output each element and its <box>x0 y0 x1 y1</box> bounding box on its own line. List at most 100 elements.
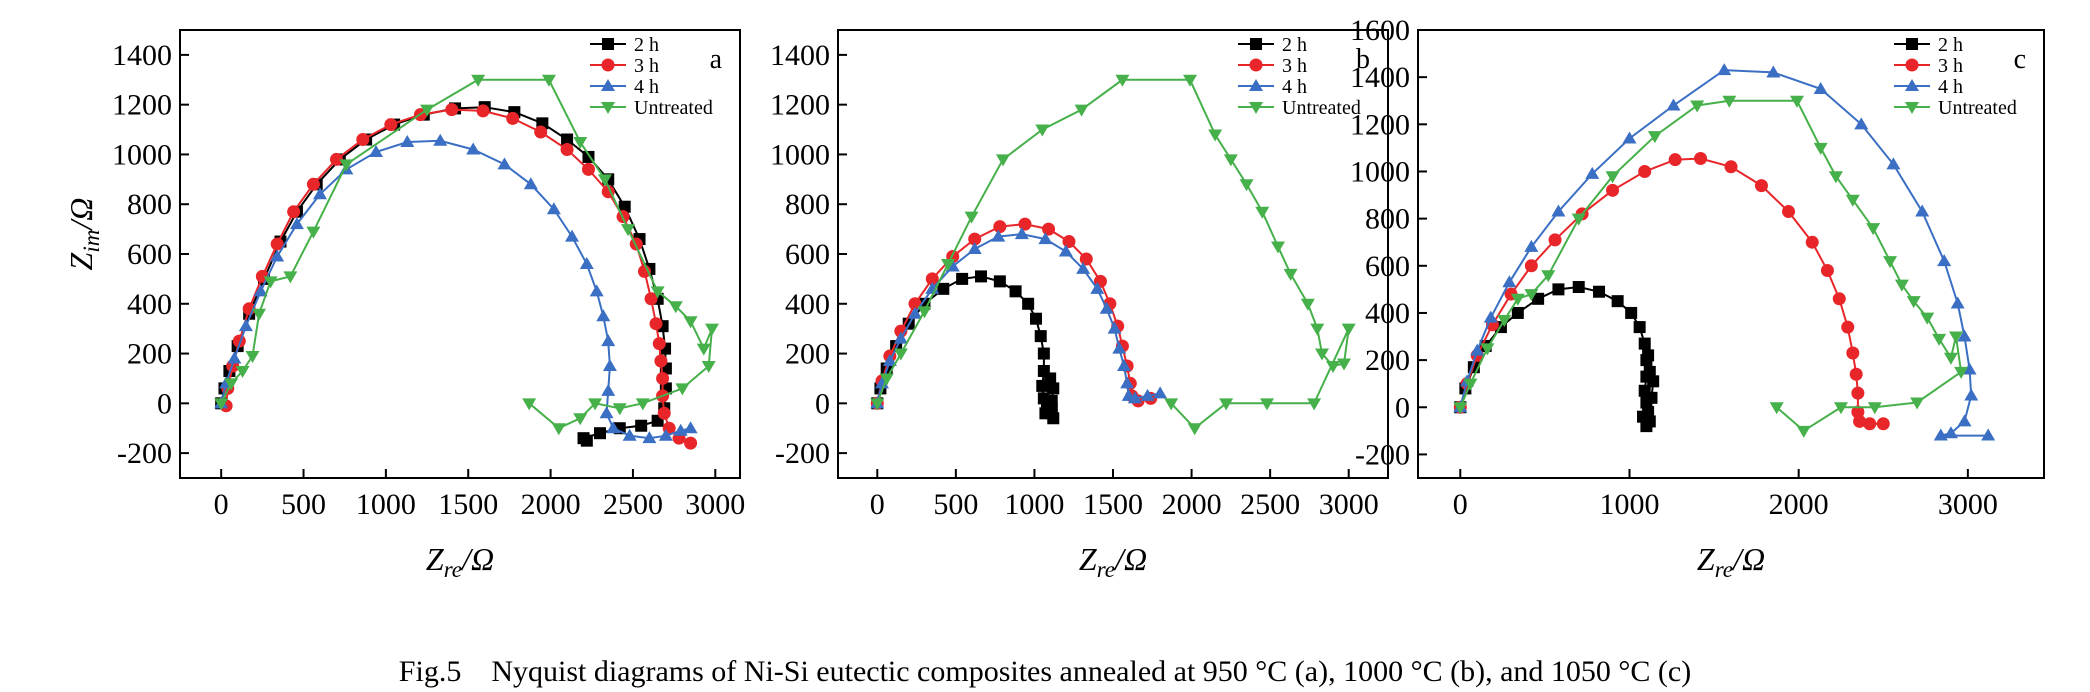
x-tick-label: 500 <box>281 488 326 521</box>
data-point <box>1045 394 1058 407</box>
data-point <box>1717 63 1732 76</box>
legend-marker <box>601 79 615 91</box>
data-point <box>1796 425 1811 438</box>
y-tick-label: 1200 <box>112 89 172 122</box>
data-point <box>879 373 894 386</box>
data-point <box>263 276 278 289</box>
data-point <box>1666 98 1681 111</box>
data-point <box>1255 206 1270 219</box>
y-tick-label: 400 <box>785 288 830 321</box>
x-tick-label: 2500 <box>1240 488 1300 521</box>
data-point <box>270 237 284 251</box>
data-point <box>1642 349 1655 362</box>
legend-marker <box>1250 38 1262 50</box>
series-untreated <box>870 74 1356 436</box>
x-tick-label: 1000 <box>1599 488 1659 521</box>
data-point <box>433 133 448 146</box>
data-point <box>1833 402 1848 415</box>
data-point <box>1894 279 1909 292</box>
y-tick-label: 400 <box>127 288 172 321</box>
data-point <box>1964 388 1979 401</box>
plot-frame <box>1417 29 2045 479</box>
data-point <box>245 351 260 364</box>
data-point <box>1524 259 1538 273</box>
y-tick-label: 600 <box>1365 250 1410 283</box>
data-point <box>1638 337 1651 350</box>
data-point <box>1647 375 1660 388</box>
data-point <box>560 142 574 156</box>
data-point <box>1018 217 1032 231</box>
data-point <box>588 398 603 411</box>
data-point <box>1694 152 1708 166</box>
data-point <box>1044 372 1057 385</box>
data-point <box>1326 361 1340 373</box>
data-point <box>1886 157 1901 170</box>
y-tick-label: 800 <box>127 188 172 221</box>
data-point <box>1120 376 1135 389</box>
data-point <box>1219 398 1234 411</box>
legend-label: Untreated <box>1938 97 2017 119</box>
data-point <box>612 403 627 416</box>
data-point <box>1571 213 1586 226</box>
panel-label: b <box>1356 44 1370 75</box>
data-point <box>1957 329 1972 342</box>
data-point <box>287 205 301 219</box>
legend-marker <box>601 58 615 72</box>
data-point <box>1463 378 1478 391</box>
data-point <box>1107 321 1122 334</box>
y-tick-label: 0 <box>815 387 830 420</box>
data-point <box>637 264 651 278</box>
data-point <box>1640 420 1653 433</box>
y-tick-label: 1000 <box>112 138 172 171</box>
data-point <box>1541 270 1556 283</box>
data-point <box>306 177 320 191</box>
data-point <box>991 229 1006 242</box>
data-point <box>580 434 593 447</box>
data-point <box>1690 100 1705 113</box>
y-tick-label: -200 <box>1355 438 1410 471</box>
data-point <box>1637 410 1650 423</box>
data-point <box>235 365 250 378</box>
data-point <box>1223 154 1238 167</box>
data-point <box>1915 204 1930 217</box>
data-point <box>652 337 666 351</box>
data-point <box>1789 95 1804 108</box>
data-point <box>369 144 383 157</box>
data-point <box>594 427 606 440</box>
data-point <box>1058 244 1073 257</box>
data-point <box>1022 297 1035 310</box>
x-axis-label: Zre/Ω <box>1697 541 1765 582</box>
data-point <box>1572 281 1585 294</box>
chart-panel-b: 0 500 1000 1500 2000 2500 3000 -200 0 200 400 600 80… <box>770 29 1389 582</box>
data-point <box>1260 398 1274 411</box>
data-point <box>1532 292 1545 305</box>
data-point <box>313 187 327 200</box>
legend-label: 3 h <box>1282 55 1307 77</box>
data-point <box>696 343 711 356</box>
data-point <box>1943 426 1958 439</box>
series-4-h <box>214 133 698 444</box>
data-point <box>1035 124 1050 137</box>
y-tick-label: 200 <box>785 338 830 371</box>
data-point <box>1932 333 1947 346</box>
data-point <box>270 249 285 262</box>
data-point <box>601 334 616 347</box>
x-tick-label: 500 <box>933 488 978 521</box>
data-point <box>1039 407 1052 420</box>
data-point <box>1832 292 1846 306</box>
chart-panel-a: 0 500 1000 1500 2000 2500 3000 -200 0 200 400 600 80… <box>63 29 745 582</box>
data-point <box>1954 366 1969 379</box>
data-point <box>1524 239 1539 252</box>
y-tick-label: -200 <box>775 437 830 470</box>
data-point <box>1470 343 1485 356</box>
data-point <box>1611 295 1624 308</box>
data-point <box>917 306 932 319</box>
data-point <box>306 226 321 239</box>
data-point <box>1341 323 1356 336</box>
data-point <box>658 428 673 441</box>
x-tick-label: 0 <box>870 488 885 521</box>
data-point <box>597 174 612 187</box>
x-tick-label: 3000 <box>685 488 745 521</box>
data-point <box>384 118 398 132</box>
